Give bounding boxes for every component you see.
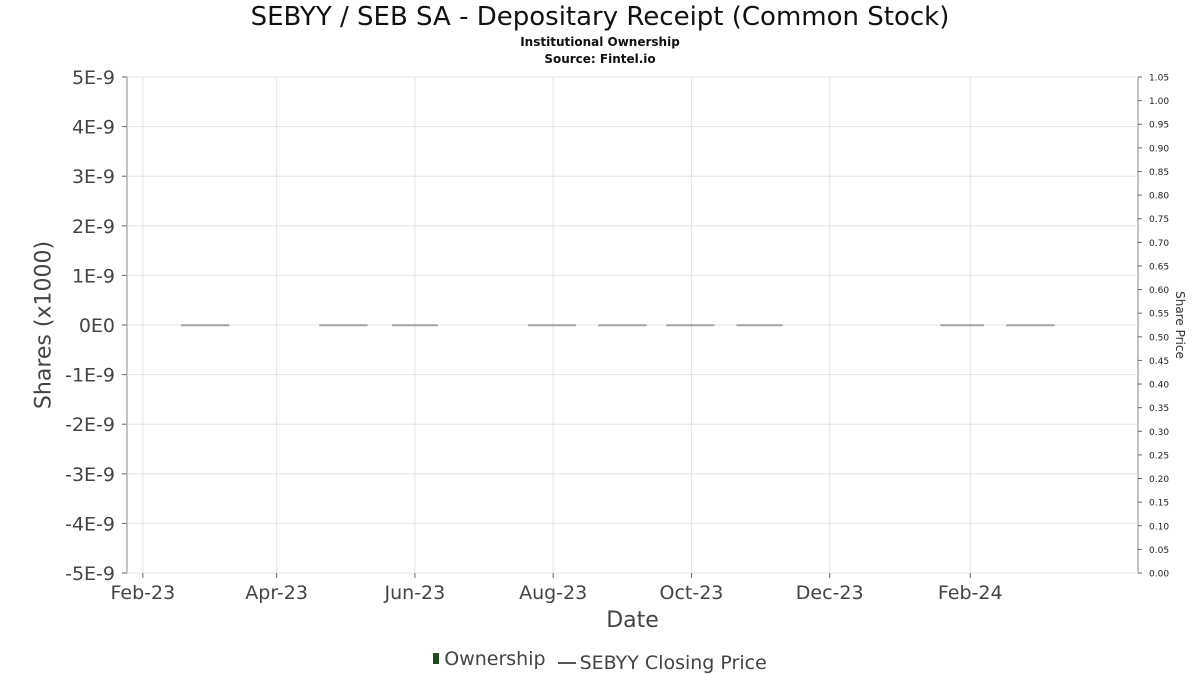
y-tick-label: -4E-9 <box>65 513 115 535</box>
x-tick-label: Apr-23 <box>245 582 308 604</box>
chart-source: Source: Fintel.io <box>544 52 656 66</box>
y-right-tick-label: 0.05 <box>1149 546 1169 556</box>
legend-item-closing-price[interactable]: SEBYY Closing Price <box>552 652 767 674</box>
ownership-bar <box>1006 324 1055 327</box>
x-tick-label: Aug-23 <box>519 582 587 604</box>
ownership-bar <box>598 324 647 327</box>
y-tick-label: -2E-9 <box>65 414 115 436</box>
ownership-bar <box>527 324 577 327</box>
x-tick-label: Dec-23 <box>796 582 864 604</box>
y-right-tick-label: 0.40 <box>1149 381 1169 391</box>
y-right-tick-label: 0.55 <box>1149 310 1169 320</box>
y-tick-label: 3E-9 <box>72 166 115 188</box>
ownership-bar <box>391 324 438 327</box>
legend-label-ownership: Ownership <box>444 647 546 670</box>
x-tick-label: Feb-23 <box>111 582 176 604</box>
y-right-tick-label: 0.70 <box>1149 239 1169 249</box>
legend-item-ownership[interactable]: Ownership <box>433 647 546 670</box>
y-right-tick-label: 0.20 <box>1149 475 1169 485</box>
y-right-tick-label: 0.30 <box>1149 428 1169 438</box>
y-axis-title: Shares (x1000) <box>31 240 57 410</box>
y-right-tick-label: 0.65 <box>1149 262 1169 272</box>
ownership-bar <box>940 324 985 327</box>
chart-subtitle: Institutional Ownership <box>520 35 680 49</box>
x-tick-label: Oct-23 <box>659 582 723 604</box>
x-axis-title: Date <box>606 608 659 633</box>
legend: Ownership SEBYY Closing Price <box>0 647 1200 674</box>
y-right-tick-label: 0.15 <box>1149 499 1169 509</box>
y-right-tick-label: 0.10 <box>1149 522 1169 532</box>
ownership-bars <box>181 324 1055 327</box>
y-tick-label: 2E-9 <box>72 216 115 238</box>
y-right-tick-label: 0.95 <box>1149 121 1169 131</box>
ownership-bar <box>181 324 230 327</box>
y-right-tick-label: 0.50 <box>1149 333 1169 343</box>
ownership-bar <box>736 324 783 327</box>
ownership-bar <box>319 324 368 327</box>
y-tick-label: -5E-9 <box>65 563 115 585</box>
y-right-tick-label: 0.45 <box>1149 357 1169 367</box>
legend-swatch-ownership <box>433 653 440 664</box>
y-right-tick-label: 0.80 <box>1149 192 1169 202</box>
y-right-tick-label: 1.00 <box>1149 97 1169 107</box>
ownership-bar <box>666 324 715 327</box>
chart-title: SEBYY / SEB SA - Depositary Receipt (Com… <box>250 2 950 32</box>
y-right-tick-label: 0.75 <box>1149 215 1169 225</box>
y-tick-label: 4E-9 <box>72 117 115 139</box>
y-axis-right: 1.05 1.00 0.95 0.90 0.85 0.80 0.75 0.70 0.65 0.60… <box>1138 74 1169 580</box>
y-right-tick-label: 0.60 <box>1149 286 1169 296</box>
y-right-tick-label: 0.90 <box>1149 144 1169 154</box>
y-tick-label: -3E-9 <box>65 464 115 486</box>
y-axis-left: 5E-9 4E-9 3E-9 2E-9 1E-9 0E0 -1E-9 -2E-9 -3E-9 -4… <box>65 67 127 585</box>
y-right-tick-label: 0.85 <box>1149 168 1169 178</box>
y-right-tick-label: 0.35 <box>1149 404 1169 414</box>
y-tick-label: -1E-9 <box>65 365 115 387</box>
y-tick-label: 0E0 <box>79 315 115 337</box>
x-axis: Feb-23 Apr-23 Jun-23 Aug-23 Oct-23 Dec-23 Feb-… <box>111 573 1003 604</box>
y-axis-right-title: Share Price <box>1173 291 1187 359</box>
y-right-tick-label: 1.05 <box>1149 74 1169 84</box>
y-tick-label: 1E-9 <box>72 265 115 287</box>
y-right-tick-label: 0.00 <box>1149 570 1169 580</box>
x-tick-label: Feb-24 <box>938 582 1003 604</box>
legend-swatch-closing-price <box>557 662 576 664</box>
y-tick-label: 5E-9 <box>72 67 115 89</box>
y-right-tick-label: 0.25 <box>1149 451 1169 461</box>
x-tick-label: Jun-23 <box>384 582 446 604</box>
legend-label-closing-price: SEBYY Closing Price <box>579 652 767 674</box>
